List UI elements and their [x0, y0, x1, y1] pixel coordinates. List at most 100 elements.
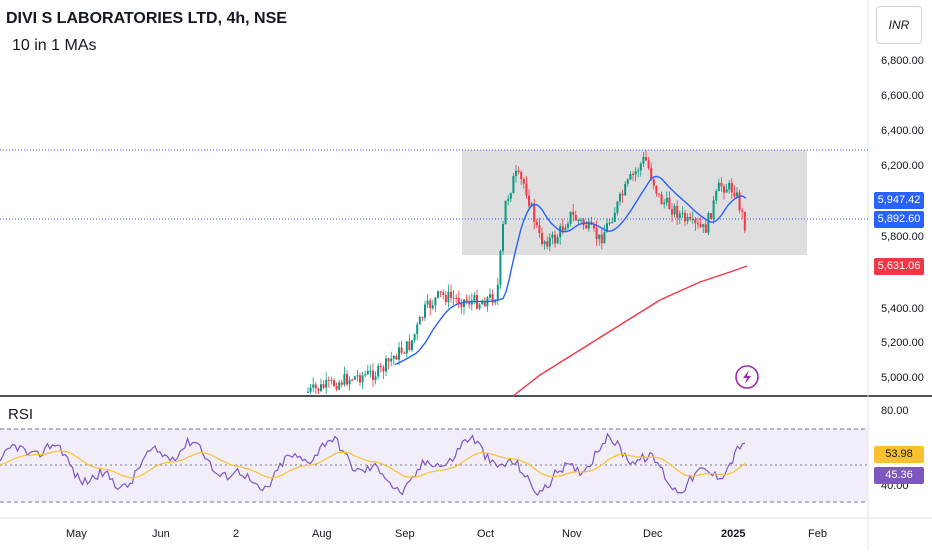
range-box[interactable]: [462, 150, 807, 255]
candle-body: [353, 376, 356, 380]
candle-body: [481, 301, 484, 305]
candle-body: [392, 355, 395, 359]
rsi-title[interactable]: RSI: [8, 406, 34, 423]
candle-body: [346, 374, 348, 385]
candle-body: [382, 367, 385, 372]
candle-body: [309, 387, 312, 392]
candle-body: [720, 182, 723, 187]
candle-body: [421, 317, 424, 319]
candle-body: [452, 297, 455, 299]
candle-body: [606, 223, 608, 233]
candle-body: [574, 214, 577, 221]
candle-body: [647, 160, 650, 169]
candle-body: [379, 365, 382, 368]
candles-layer: [307, 149, 746, 394]
candle-body: [699, 224, 702, 228]
candle-body: [478, 304, 481, 309]
candle-body: [702, 224, 705, 228]
price-tick: 5,200.00: [881, 337, 924, 349]
candle-body: [577, 220, 580, 222]
ma-slow-line: [512, 265, 748, 397]
candle-body: [431, 305, 434, 309]
price-tick: 6,600.00: [881, 90, 924, 102]
price-tick: 6,800.00: [881, 55, 924, 67]
candle-body: [333, 380, 335, 387]
candle-body: [603, 232, 606, 244]
candle-body: [580, 219, 582, 221]
candle-body: [645, 156, 647, 161]
candle-body: [595, 228, 598, 239]
candle-body: [418, 317, 421, 325]
candle-body: [663, 202, 666, 205]
candle-body: [338, 382, 341, 390]
candle-body: [312, 384, 315, 388]
price-tick: 5,000.00: [881, 372, 924, 384]
candle-body: [413, 334, 416, 341]
currency-selector[interactable]: INR: [876, 6, 922, 44]
candle-body: [671, 209, 673, 215]
candle-body: [325, 379, 328, 388]
candle-body: [697, 223, 699, 225]
rsi-band: [0, 429, 868, 502]
candle-body: [439, 291, 442, 293]
candle-body: [637, 170, 640, 172]
candle-body: [743, 211, 746, 231]
candle-body: [307, 391, 309, 393]
candle-body: [434, 297, 437, 306]
candle-body: [455, 297, 458, 299]
candle-body: [619, 193, 621, 202]
candle-body: [684, 212, 686, 222]
candle-body: [343, 374, 346, 385]
candle-body: [426, 300, 429, 305]
candle-body: [567, 223, 569, 228]
candle-body: [681, 212, 684, 214]
time-axis[interactable]: May Jun 2 Aug Sep Oct Nov Dec 2025 Feb: [66, 528, 827, 540]
candle-body: [372, 370, 374, 380]
candle-body: [364, 374, 367, 376]
candle-body: [564, 227, 567, 231]
candle-body: [600, 234, 603, 244]
candle-body: [507, 198, 510, 201]
candle-body: [356, 375, 359, 377]
candle-body: [504, 200, 507, 225]
candle-body: [530, 203, 533, 206]
candle-body: [351, 379, 354, 381]
time-tick: Aug: [312, 528, 332, 540]
chart-title[interactable]: DIVI S LABORATORIES LTD, 4h, NSE: [6, 10, 287, 27]
candle-body: [369, 370, 372, 372]
price-axis[interactable]: 6,800.00 6,600.00 6,400.00 6,200.00 5,80…: [881, 55, 924, 384]
candle-body: [483, 301, 486, 307]
candle-body: [468, 301, 471, 305]
candle-body: [642, 156, 645, 164]
candle-body: [624, 183, 627, 196]
candle-body: [686, 216, 689, 222]
candle-body: [665, 197, 668, 203]
candle-body: [554, 234, 556, 244]
candle-body: [348, 379, 351, 385]
candle-body: [632, 173, 634, 175]
ma-slow-price-badge: 5,631.06: [874, 258, 924, 275]
candle-body: [322, 384, 325, 388]
candle-body: [652, 179, 655, 186]
candle-body: [447, 291, 450, 303]
candle-body: [626, 179, 629, 184]
candle-body: [424, 304, 426, 318]
candle-body: [335, 386, 338, 390]
candle-body: [673, 205, 676, 215]
candle-body: [587, 221, 590, 229]
candle-body: [707, 213, 710, 233]
candle-body: [585, 225, 588, 229]
candle-body: [593, 224, 595, 229]
candle-body: [712, 200, 715, 219]
candle-body: [403, 352, 406, 354]
candle-body: [522, 179, 525, 184]
lightning-icon[interactable]: [735, 365, 759, 389]
candle-body: [395, 355, 398, 360]
candle-body: [509, 193, 512, 199]
indicator-name[interactable]: 10 in 1 MAs: [12, 37, 97, 54]
candle-body: [465, 299, 468, 302]
candle-body: [330, 380, 333, 382]
candle-body: [616, 201, 619, 213]
